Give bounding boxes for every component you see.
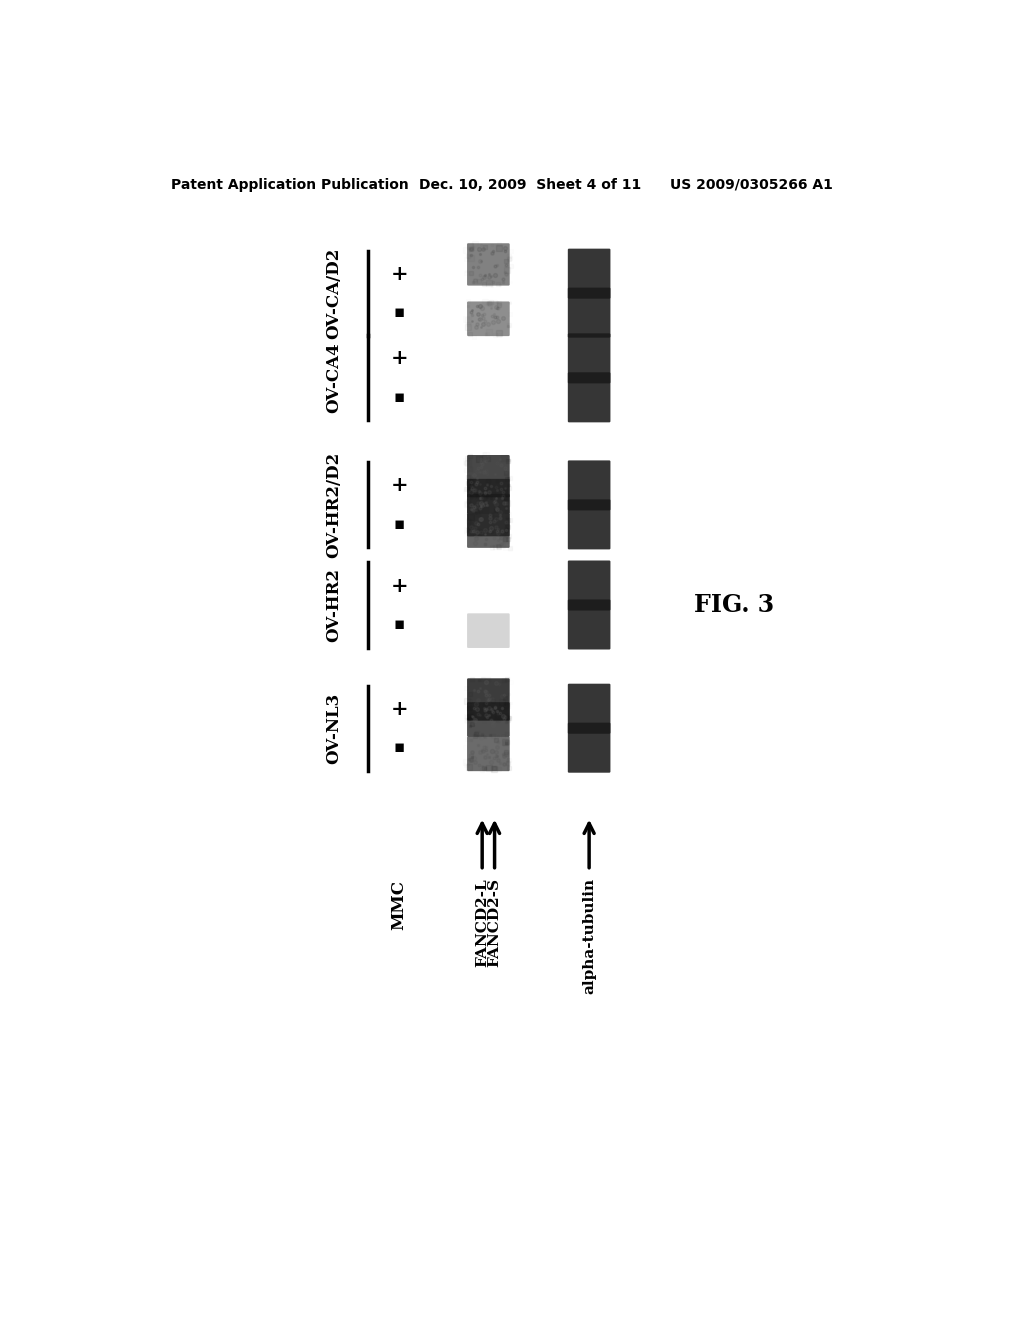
FancyBboxPatch shape: [467, 455, 510, 498]
FancyBboxPatch shape: [568, 461, 610, 511]
FancyBboxPatch shape: [568, 684, 610, 734]
FancyBboxPatch shape: [467, 243, 510, 285]
FancyBboxPatch shape: [467, 702, 510, 737]
FancyBboxPatch shape: [467, 737, 510, 771]
Text: OV-CA/D2: OV-CA/D2: [325, 247, 342, 339]
Text: +: +: [390, 576, 408, 595]
FancyBboxPatch shape: [568, 288, 610, 338]
FancyBboxPatch shape: [568, 334, 610, 383]
FancyBboxPatch shape: [467, 301, 510, 337]
FancyBboxPatch shape: [568, 372, 610, 422]
FancyBboxPatch shape: [568, 499, 610, 549]
Text: ▪: ▪: [393, 616, 404, 634]
FancyBboxPatch shape: [568, 599, 610, 649]
Text: Dec. 10, 2009  Sheet 4 of 11: Dec. 10, 2009 Sheet 4 of 11: [419, 178, 641, 191]
Text: +: +: [390, 348, 408, 368]
Text: MMC: MMC: [391, 880, 408, 931]
Text: ▪: ▪: [393, 516, 404, 533]
Text: ▪: ▪: [393, 739, 404, 756]
Text: +: +: [390, 698, 408, 718]
Text: OV-HR2: OV-HR2: [325, 568, 342, 642]
Text: US 2009/0305266 A1: US 2009/0305266 A1: [671, 178, 834, 191]
FancyBboxPatch shape: [568, 722, 610, 772]
Text: FANCD2-S: FANCD2-S: [487, 878, 502, 968]
Text: alpha-tubulin: alpha-tubulin: [582, 878, 596, 994]
FancyBboxPatch shape: [467, 479, 510, 513]
Text: OV-HR2/D2: OV-HR2/D2: [325, 451, 342, 558]
FancyBboxPatch shape: [467, 513, 510, 548]
Text: FANCD2-L: FANCD2-L: [475, 878, 489, 968]
FancyBboxPatch shape: [467, 494, 510, 536]
Text: +: +: [390, 475, 408, 495]
Text: +: +: [390, 264, 408, 284]
Text: ▪: ▪: [393, 389, 404, 405]
Text: FIG. 3: FIG. 3: [693, 593, 774, 616]
FancyBboxPatch shape: [568, 561, 610, 611]
FancyBboxPatch shape: [568, 248, 610, 298]
FancyBboxPatch shape: [467, 614, 510, 648]
Text: OV-CA4: OV-CA4: [325, 342, 342, 413]
Text: Patent Application Publication: Patent Application Publication: [171, 178, 409, 191]
Text: ▪: ▪: [393, 304, 404, 321]
Text: OV-NL3: OV-NL3: [325, 693, 342, 764]
FancyBboxPatch shape: [467, 678, 510, 721]
